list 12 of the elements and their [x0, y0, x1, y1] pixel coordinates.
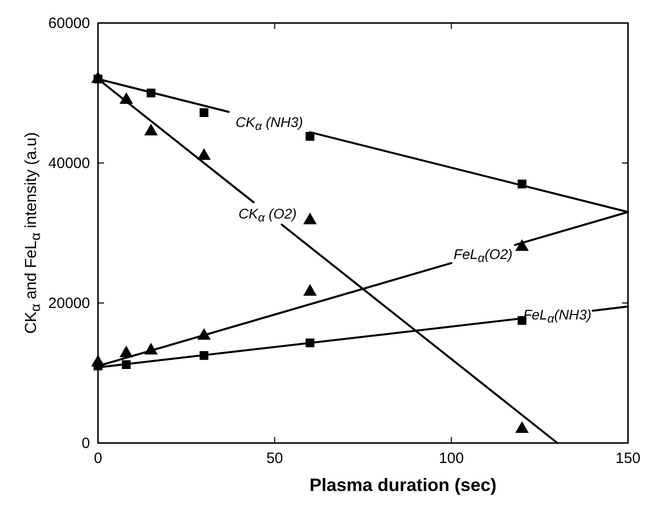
- x-tick-label: 50: [266, 450, 284, 467]
- series-label: CK$_{α}$ (NH3): [236, 114, 304, 134]
- y-tick-label: 0: [82, 435, 90, 452]
- y-tick-label: 20000: [48, 295, 90, 312]
- x-tick-label: 0: [94, 450, 102, 467]
- x-axis-title: Plasma duration (sec): [309, 475, 497, 495]
- series-label: FeL$_{α}$(O2): [454, 246, 513, 265]
- x-tick-label: 150: [615, 450, 641, 467]
- y-tick-label: 40000: [48, 155, 90, 172]
- y-tick-label: 60000: [48, 15, 90, 32]
- series-label: CK$_{α}$ (O2): [238, 205, 297, 224]
- x-tick-label: 100: [438, 450, 464, 467]
